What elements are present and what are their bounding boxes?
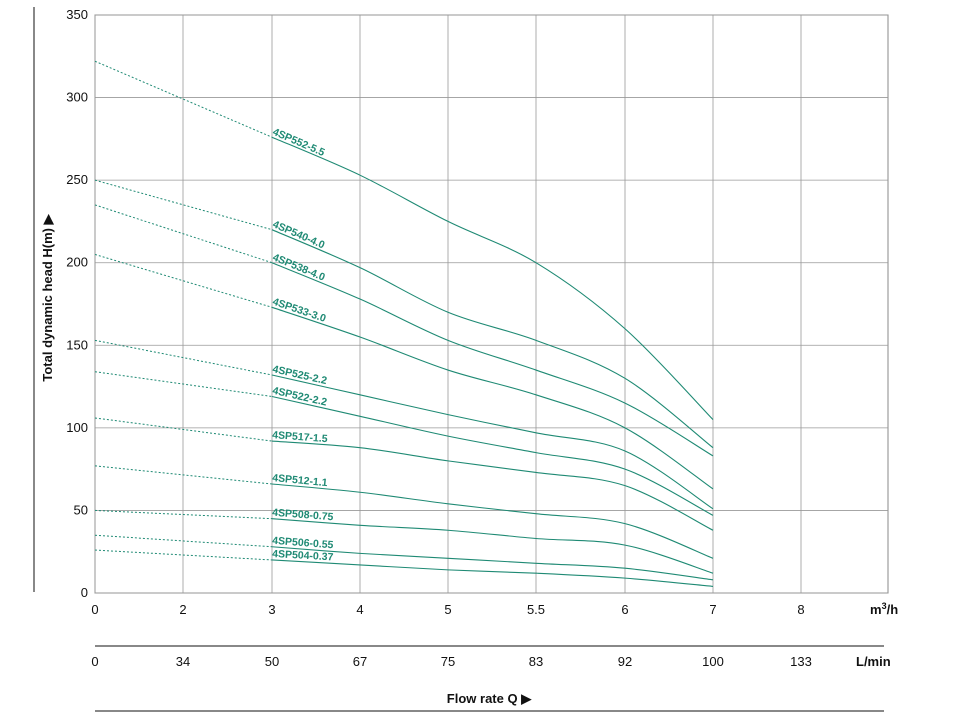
dotted-extensions: [94, 60, 273, 561]
x-tick-label: 5.5: [527, 602, 545, 617]
curve-line: [271, 136, 714, 420]
x-tick-label: 7: [709, 602, 716, 617]
dotted-extension: [94, 465, 273, 485]
x2-tick-label: 34: [176, 654, 190, 669]
y-tick-label: 50: [74, 502, 88, 517]
x2-tick-label: 75: [441, 654, 455, 669]
x2-tick-label: 100: [702, 654, 724, 669]
dotted-extension: [94, 179, 273, 231]
x2-axis-unit: L/min: [856, 654, 891, 669]
curve-label: 4SP525-2.2: [271, 363, 328, 387]
x-tick-label: 6: [621, 602, 628, 617]
dotted-extension: [94, 534, 273, 548]
y-tick-label: 350: [66, 7, 88, 22]
curve-line: [271, 306, 714, 490]
grid: [94, 14, 888, 594]
x-tick-label: 8: [797, 602, 804, 617]
x-axis-title: Flow rate Q ▶: [447, 691, 532, 706]
dotted-extension: [94, 253, 273, 308]
curve-line: [271, 374, 714, 510]
y-tick-label: 100: [66, 420, 88, 435]
curve-line: [271, 483, 714, 559]
y-tick-label: 150: [66, 337, 88, 352]
dotted-extension: [94, 204, 273, 264]
y-tick-labels: 0 50 100 150 200 250 300 350: [66, 7, 88, 600]
curve-label: 4SP506-0.55: [272, 535, 334, 552]
curve-line: [271, 262, 714, 457]
x2-tick-label: 67: [353, 654, 367, 669]
curve-label: 4SP512-1.1: [272, 472, 328, 489]
curve-line: [271, 395, 714, 516]
y-tick-label: 200: [66, 255, 88, 270]
dotted-extension: [94, 371, 273, 397]
x-axis-unit: m3/h: [870, 601, 898, 617]
curve-line: [271, 440, 714, 531]
curve-label: 4SP508-0.75: [272, 507, 334, 524]
dotted-extension: [94, 417, 273, 442]
y-tick-label: 300: [66, 90, 88, 105]
curve-line: [271, 518, 714, 574]
dotted-extension: [94, 60, 273, 138]
curve-label: 4SP517-1.5: [272, 429, 328, 445]
x2-tick-label: 92: [618, 654, 632, 669]
x2-tick-label: 133: [790, 654, 812, 669]
x2-tick-label: 83: [529, 654, 543, 669]
dotted-extension: [94, 549, 273, 561]
curve-label: 4SP538-4.0: [271, 251, 327, 283]
curve-line: [271, 559, 714, 587]
curve-series: [271, 136, 714, 587]
curve-line: [271, 229, 714, 449]
x-tick-label: 2: [179, 602, 186, 617]
y-tick-label: 0: [81, 585, 88, 600]
y-axis-title: Total dynamic head H(m) ▶: [40, 213, 55, 381]
plot-area: [94, 14, 889, 594]
y-tick-label: 250: [66, 172, 88, 187]
x-tick-label: 5: [444, 602, 451, 617]
x-tick-label: 4: [356, 602, 363, 617]
x2-tick-label: 50: [265, 654, 279, 669]
curve-line: [271, 546, 714, 581]
curve-label: 4SP540-4.0: [271, 218, 327, 251]
x-tick-labels: 0 2 3 4 5 5.5 6 7 8: [91, 602, 804, 617]
curve-labels: 4SP552-5.54SP540-4.04SP538-4.04SP533-3.0…: [271, 126, 334, 563]
dotted-extension: [94, 509, 273, 520]
x-tick-label: 3: [268, 602, 275, 617]
curve-label: 4SP522-2.2: [271, 385, 328, 409]
x-tick-label: 0: [91, 602, 98, 617]
x2-tick-label: 0: [91, 654, 98, 669]
curve-label: 4SP504-0.37: [272, 548, 334, 563]
x2-tick-labels: 0 34 50 67 75 83 92 100 133: [91, 654, 811, 669]
curve-label: 4SP552-5.5: [271, 126, 327, 159]
